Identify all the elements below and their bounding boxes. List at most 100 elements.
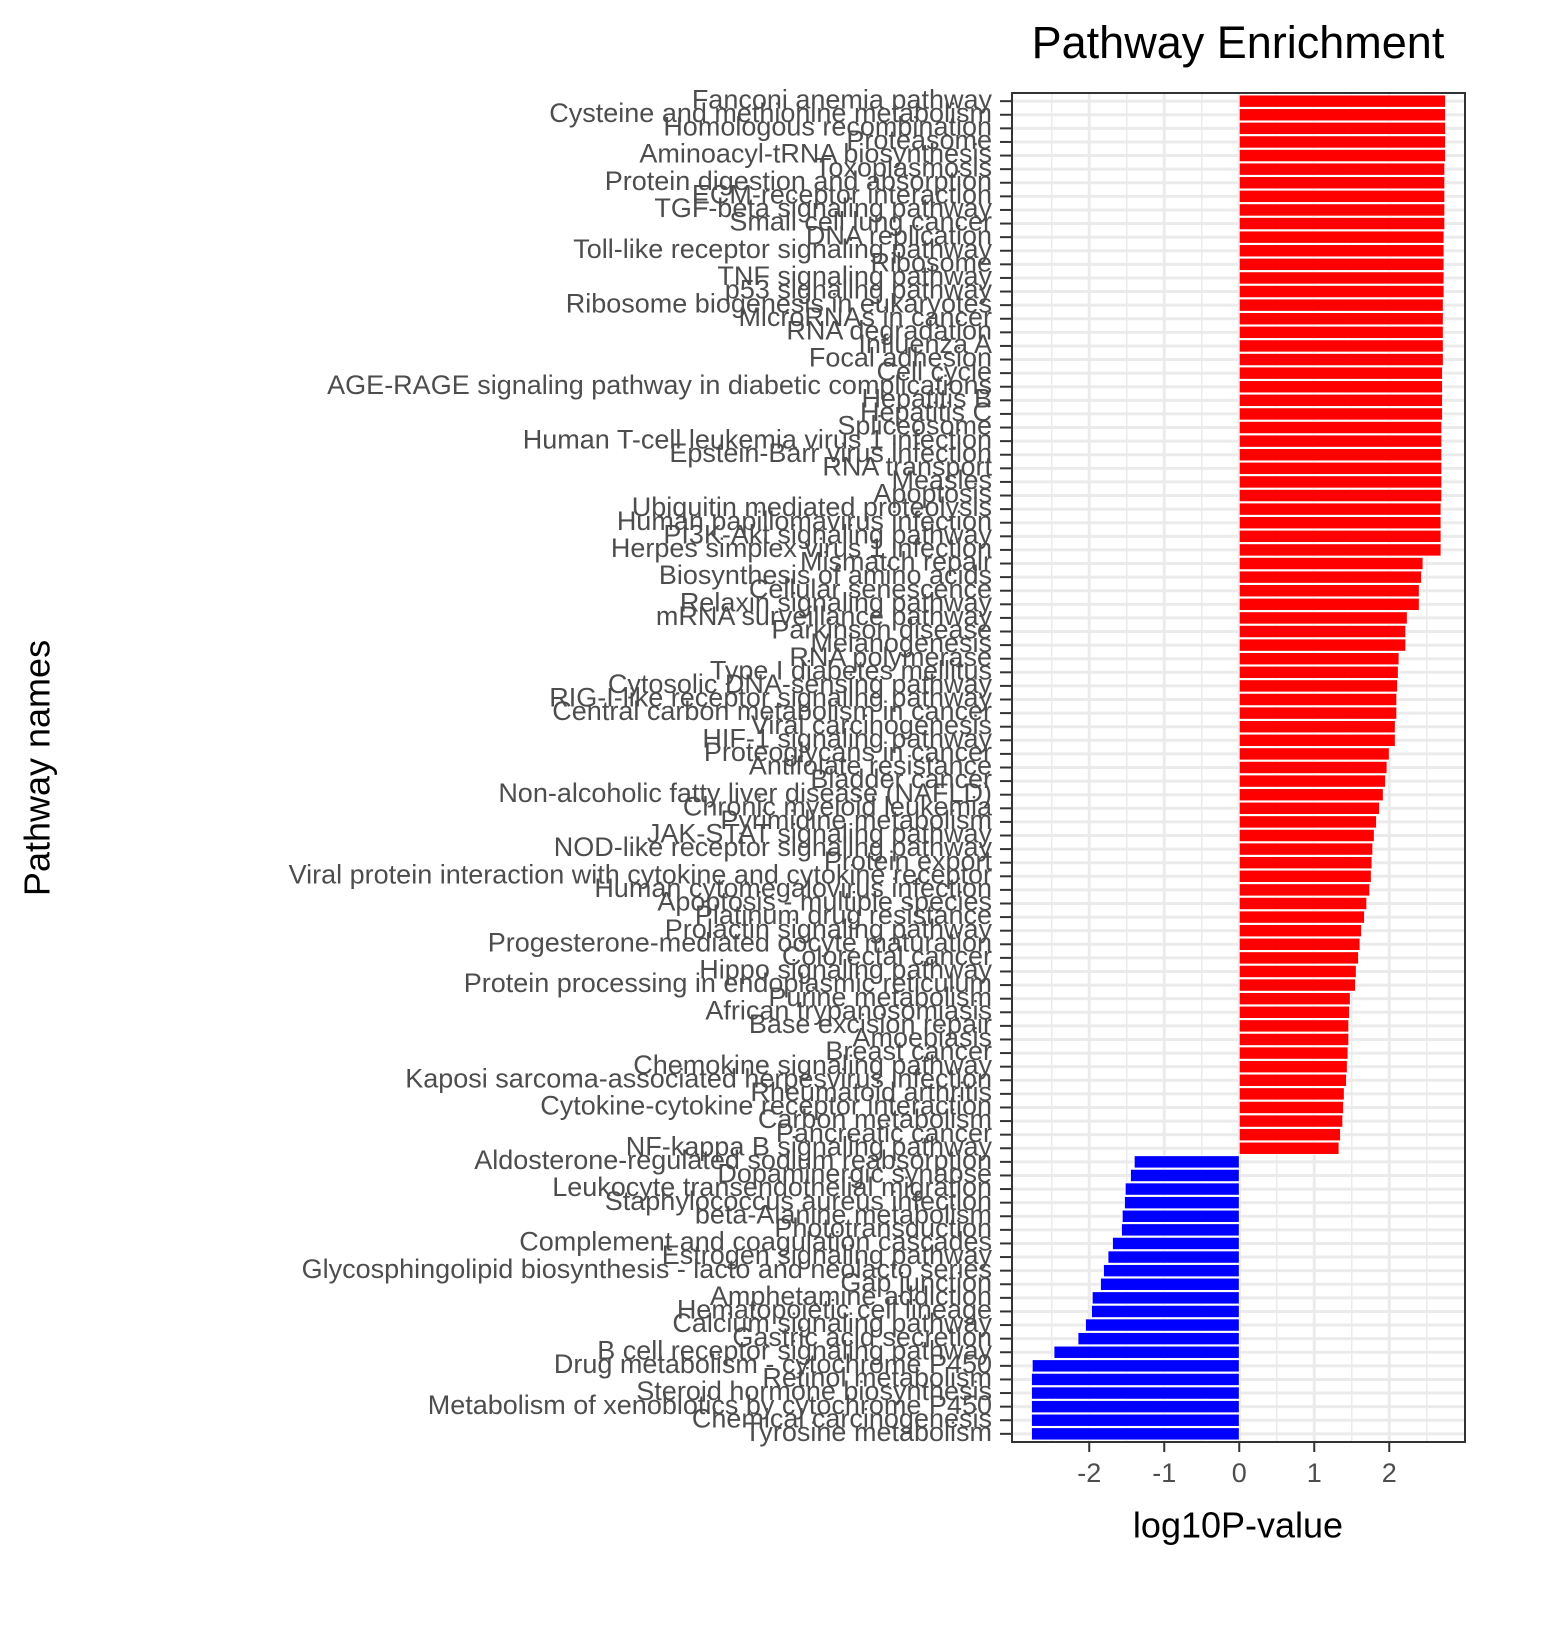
y-tick-label: Toxoplasmosis — [815, 152, 992, 182]
x-tick-label: -2 — [1077, 1458, 1101, 1488]
y-tick-label: Small cell lung cancer — [729, 207, 992, 237]
bar — [1238, 421, 1443, 435]
bar — [1238, 978, 1356, 992]
y-tick-label: Melanogenesis — [810, 628, 992, 658]
bar — [1133, 1155, 1240, 1169]
x-tick-label: 2 — [1382, 1458, 1397, 1488]
y-tick-label: Aminoacyl-tRNA biosynthesis — [639, 139, 992, 169]
y-tick-label: Protein processing in endoplasmic reticu… — [464, 968, 992, 998]
y-tick-label: Rheumatoid arthritis — [750, 1077, 992, 1107]
bar — [1238, 529, 1442, 543]
bar — [1238, 1005, 1350, 1019]
bar — [1238, 1046, 1349, 1060]
bar — [1238, 353, 1444, 367]
bar — [1238, 475, 1443, 489]
y-tick-label: Epstein-Barr virus infection — [669, 438, 992, 468]
bar — [1238, 924, 1362, 938]
bar — [1238, 760, 1388, 775]
bar — [1238, 1114, 1344, 1128]
y-tick-label: Non-alcoholic fatty liver disease (NAFLD… — [498, 778, 992, 808]
bar — [1238, 733, 1396, 747]
bar — [1121, 1209, 1240, 1223]
bar — [1238, 393, 1443, 407]
y-tick-label: Bladder cancer — [810, 764, 992, 794]
bar — [1238, 516, 1442, 530]
bar — [1238, 611, 1408, 625]
y-tick-label: Ubiquitin mediated proteolysis — [632, 492, 992, 522]
bar — [1238, 271, 1445, 285]
y-tick-label: Staphylococcus aureus infection — [605, 1186, 992, 1216]
y-tick-label: Mismatch repair — [800, 547, 992, 577]
bar — [1238, 94, 1446, 108]
bar — [1130, 1168, 1240, 1182]
bar — [1238, 325, 1444, 339]
bar — [1124, 1196, 1240, 1210]
bar — [1238, 461, 1443, 475]
y-tick-label: TGF-beta signaling pathway — [654, 193, 992, 223]
bar — [1238, 1128, 1341, 1142]
y-tick-label: Cysteine and methionine metabolism — [549, 98, 992, 128]
y-tick-label: RNA polymerase — [789, 642, 992, 672]
x-axis-label: log10P-value — [1133, 1505, 1343, 1546]
bar — [1238, 1060, 1348, 1074]
bar — [1121, 1223, 1240, 1237]
y-tick-label: Chemical carcinogenesis — [692, 1403, 992, 1433]
y-tick-label: Pyrimidine metabolism — [720, 805, 992, 835]
bar — [1238, 910, 1365, 924]
y-tick-label: Human papillomavirus infection — [617, 506, 992, 536]
bar — [1238, 489, 1443, 503]
y-tick-label: Kaposi sarcoma-associated herpesvirus in… — [405, 1063, 992, 1093]
bar — [1053, 1345, 1240, 1359]
y-tick-label: Human T-cell leukemia virus 1 infection — [523, 424, 992, 454]
bar — [1124, 1182, 1240, 1196]
y-tick-label: Colorectal cancer — [782, 941, 992, 971]
bar — [1238, 176, 1446, 190]
bar — [1031, 1386, 1240, 1400]
y-tick-label: DNA replication — [806, 220, 992, 250]
y-tick-label: Cell cycle — [876, 356, 992, 386]
y-tick-label: Steroid hormone biosynthesis — [636, 1376, 992, 1406]
y-tick-label: Phototransduction — [774, 1213, 992, 1243]
bar — [1238, 624, 1407, 639]
y-tick-label: Estrogen signaling pathway — [662, 1240, 993, 1270]
bar — [1077, 1332, 1240, 1346]
bar — [1238, 788, 1384, 802]
bar — [1238, 1100, 1344, 1114]
bar — [1031, 1427, 1240, 1441]
y-tick-label: Central carbon metabolism in cancer — [552, 696, 992, 726]
bar — [1031, 1359, 1240, 1373]
y-tick-label: Base excision repair — [749, 1009, 992, 1039]
bar — [1238, 556, 1424, 571]
y-tick-label: Chemokine signaling pathway — [633, 1050, 992, 1080]
bar — [1238, 665, 1399, 679]
y-tick-label: Purine metabolism — [768, 982, 992, 1012]
bar — [1238, 883, 1371, 897]
y-tick-label: Hematopoietic cell lineage — [677, 1295, 992, 1325]
y-tick-label: Viral protein interaction with cytokine … — [289, 859, 992, 889]
bar — [1238, 366, 1443, 380]
y-tick-label: Hippo signaling pathway — [699, 955, 992, 985]
bar — [1238, 298, 1444, 312]
y-tick-label: RNA transport — [822, 451, 992, 481]
y-tick-label: Ribosome — [870, 247, 992, 277]
bar — [1238, 856, 1373, 870]
x-tick-label: 1 — [1307, 1458, 1322, 1488]
y-tick-label: RNA degradation — [786, 315, 992, 345]
y-tick-label: Cytosolic DNA-sensing pathway — [608, 669, 993, 699]
bar — [1238, 162, 1446, 176]
bar — [1238, 869, 1372, 883]
bar — [1238, 937, 1361, 951]
y-tick-label: Human cytomegalovirus infection — [594, 873, 992, 903]
bar — [1238, 720, 1396, 734]
bar — [1238, 1019, 1350, 1033]
bar — [1031, 1400, 1240, 1414]
chart-title: Pathway Enrichment — [1032, 17, 1445, 68]
bar — [1238, 257, 1445, 271]
bar — [1238, 584, 1420, 598]
bar — [1238, 951, 1359, 965]
bar — [1103, 1264, 1240, 1278]
y-tick-label: PI3K-Akt signaling pathway — [663, 519, 992, 549]
y-tick-label: Breast cancer — [825, 1036, 992, 1066]
bar — [1238, 312, 1444, 326]
y-tick-label: p53 signaling pathway — [725, 275, 993, 305]
